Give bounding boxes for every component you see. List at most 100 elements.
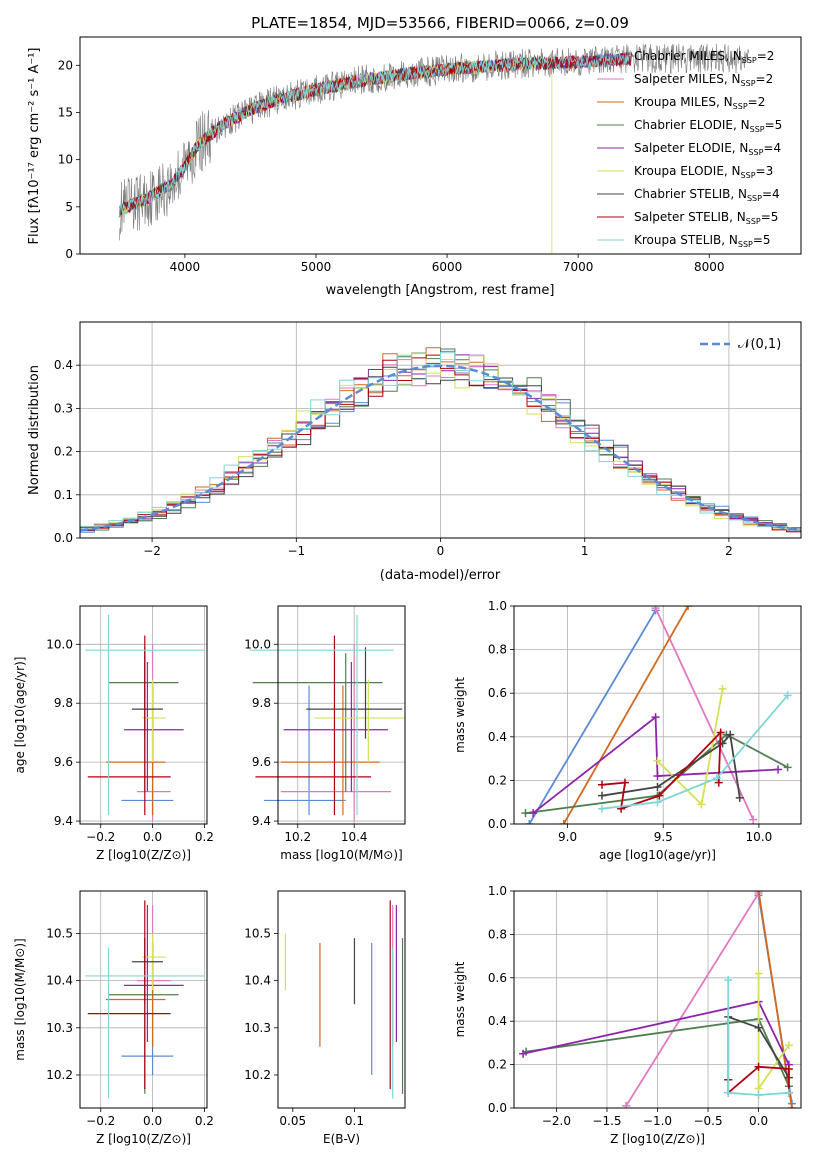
x-axis-label: Z [log10(Z/Z⊙)] <box>96 848 191 862</box>
weight-marker <box>784 1064 793 1073</box>
weight-marker <box>774 765 783 774</box>
y-tick-label: 10 <box>58 153 73 167</box>
x-axis-label: wavelength [Angstrom, rest frame] <box>326 283 555 298</box>
x-tick-label: 1 <box>581 544 589 558</box>
weight-vs-age-panel: 9.0 9.5 10.0 0.0 0.2 0.4 0.6 0.8 1.0 age [log10(a… <box>453 599 802 862</box>
x-tick-label: 8000 <box>694 260 725 274</box>
age-vs-metallicity-panel: −0.2 0.0 0.2 9.4 9.6 9.8 10.0 Z [log10(Z/Z⊙)] ag… <box>13 605 214 862</box>
weight-marker <box>716 728 725 737</box>
weight-line-chabrier-elodie <box>525 733 789 814</box>
x-tick-label: −2 <box>143 544 161 558</box>
model-spectrum-salpeter-stelib <box>118 52 632 218</box>
x-tick-label: −1.5 <box>592 1114 621 1128</box>
weight-line-kroupa-stelib <box>601 694 789 810</box>
weight-marker <box>598 804 607 813</box>
x-tick-label: 4000 <box>170 260 201 274</box>
y-tick-label: 20 <box>58 58 73 72</box>
y-tick-label: 0.1 <box>54 488 73 502</box>
y-tick-label: 0.4 <box>488 730 507 744</box>
x-tick-label: 10.0 <box>746 830 773 844</box>
weight-marker <box>598 780 607 789</box>
x-tick-label: −2.0 <box>542 1114 571 1128</box>
x-axis-label: Z [log10(Z/Z⊙)] <box>96 1132 191 1146</box>
figure-title: PLATE=1854, MJD=53566, FIBERID=0066, z=0… <box>251 14 629 32</box>
axes-frame <box>277 890 406 1109</box>
y-tick-label: 0.8 <box>488 643 507 657</box>
y-tick-label: 5 <box>65 200 73 214</box>
residuals-panel: −2 −1 0 1 2 0.0 0.1 0.2 0.3 0.4 (data-model)/error… <box>27 321 802 583</box>
x-tick-label: −0.5 <box>693 1114 722 1128</box>
x-tick-label: 0.0 <box>143 1114 162 1128</box>
y-axis-label: Normed distribution <box>27 365 42 495</box>
x-tick-label: 0.1 <box>345 1114 364 1128</box>
x-tick-label: 0.05 <box>279 1114 306 1128</box>
mass-vs-metallicity-panel: −0.2 0.0 0.2 10.2 10.3 10.4 10.5 Z [log10(Z/Z⊙)… <box>13 890 214 1146</box>
legend-entry: Kroupa MILES, NSSP=2 <box>634 95 765 111</box>
legend-entry: Kroupa ELODIE, NSSP=3 <box>634 164 773 180</box>
weight-marker <box>529 809 538 818</box>
legend-entry: Chabrier ELODIE, NSSP=5 <box>634 118 782 134</box>
weight-marker <box>697 800 706 809</box>
y-axis-label: age [log10(age/yr)] <box>13 657 27 774</box>
x-tick-label: 0.0 <box>749 1114 768 1128</box>
y-tick-label: 0.6 <box>488 971 507 985</box>
weight-marker <box>754 1023 763 1032</box>
y-axis-label: Flux [fλ10⁻¹⁷ erg cm⁻² s⁻¹ A⁻¹] <box>27 48 42 245</box>
weight-marker <box>712 774 721 783</box>
weight-marker <box>749 815 758 824</box>
age-vs-mass-panel: 10.2 10.4 9.4 9.6 9.8 10.0 mass [log10(M/M⊙)] <box>244 605 406 862</box>
y-tick-label: 9.4 <box>252 814 271 828</box>
y-tick-label: 0.0 <box>488 1101 507 1115</box>
y-tick-label: 0.8 <box>488 927 507 941</box>
weight-marker <box>684 606 693 610</box>
y-tick-label: 0 <box>65 247 73 261</box>
weight-lines <box>521 606 792 824</box>
y-tick-label: 10.2 <box>46 1068 73 1082</box>
weight-line-kroupa-stelib <box>727 980 789 1096</box>
axes-frame <box>277 605 406 825</box>
axes-frame <box>79 605 208 825</box>
y-tick-label: 0.2 <box>488 1058 507 1072</box>
weight-marker <box>714 778 723 787</box>
weight-marker <box>724 1088 733 1097</box>
y-tick-label: 10.4 <box>244 974 271 988</box>
weight-marker <box>655 791 664 800</box>
weight-marker <box>653 756 662 765</box>
weight-marker <box>653 782 662 791</box>
weight-marker <box>783 763 792 772</box>
axes-frame <box>79 36 802 255</box>
legend-entry: Salpeter ELODIE, NSSP=4 <box>634 141 781 157</box>
y-tick-label: 9.6 <box>252 755 271 769</box>
x-axis-label: E(B-V) <box>323 1132 360 1146</box>
model-spectrum-kroupa-stelib <box>118 53 631 218</box>
weight-line-salpeter-miles <box>625 892 760 1107</box>
weight-lines <box>519 891 796 1108</box>
legend-entry: Salpeter STELIB, NSSP=5 <box>634 210 778 226</box>
weight-marker <box>754 1090 763 1099</box>
weight-marker <box>754 969 763 978</box>
y-tick-label: 0.3 <box>54 401 73 415</box>
y-tick-label: 1.0 <box>488 884 507 898</box>
histogram-kroupa-stelib <box>80 352 801 533</box>
weight-marker <box>653 772 662 781</box>
weight-marker <box>651 713 660 722</box>
histograms <box>80 347 801 535</box>
y-tick-label: 1.0 <box>488 599 507 613</box>
x-tick-label: −0.2 <box>86 830 115 844</box>
weight-marker <box>718 684 727 693</box>
x-tick-label: 9.0 <box>558 830 577 844</box>
y-axis-label: mass weight <box>453 961 467 1037</box>
y-tick-label: 10.0 <box>46 637 73 651</box>
y-tick-label: 10.3 <box>46 1021 73 1035</box>
y-tick-label: 0.4 <box>488 1014 507 1028</box>
axes-frame <box>79 890 208 1109</box>
y-tick-label: 9.8 <box>54 696 73 710</box>
x-tick-label: 0.2 <box>195 830 214 844</box>
x-tick-label: 0.2 <box>195 1114 214 1128</box>
spectrum-panel: 4000 5000 6000 7000 8000 0 5 10 15 20 wavelength [… <box>27 36 802 298</box>
weight-line-kroupa-miles <box>562 606 689 824</box>
weight-marker <box>519 1049 528 1058</box>
x-tick-label: 10.4 <box>341 830 368 844</box>
y-tick-label: 10.5 <box>244 926 271 940</box>
weight-marker <box>783 691 792 700</box>
